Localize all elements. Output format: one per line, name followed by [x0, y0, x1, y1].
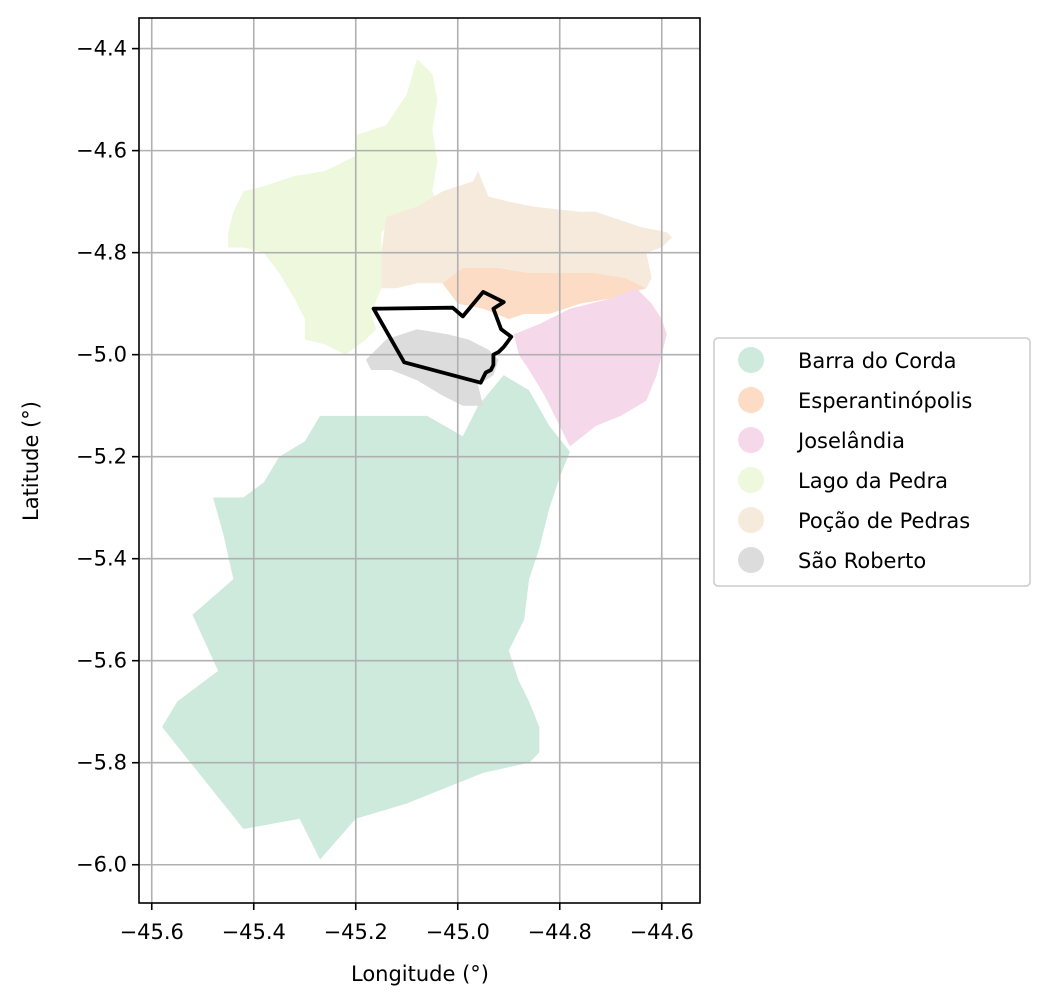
region-joselandia [513, 288, 667, 447]
y-tick-label: −6.0 [76, 853, 127, 877]
legend: Barra do Corda Esperantinópolis Joselândia… [713, 337, 1031, 587]
grid-layer [139, 18, 700, 903]
legend-marker-sao-roberto [738, 547, 764, 573]
x-tick-label: −45.0 [426, 920, 490, 944]
y-axis-ticks: −4.4 −4.6 −4.8 −5.0 −5.2 −5.4 −5.6 −5.8 −6.0 [76, 37, 139, 877]
y-tick-label: −5.0 [76, 343, 127, 367]
x-tick-label: −44.8 [528, 920, 592, 944]
legend-marker-esperantinopolis [738, 387, 764, 413]
y-tick-label: −4.8 [76, 241, 127, 265]
legend-label-barra-do-corda: Barra do Corda [798, 349, 957, 373]
legend-label-lago-da-pedra: Lago da Pedra [798, 469, 948, 493]
region-pocao-de-pedras [381, 171, 672, 289]
x-tick-label: −45.4 [222, 920, 286, 944]
regions-layer [162, 58, 672, 860]
y-tick-label: −5.6 [76, 649, 127, 673]
y-tick-label: −4.6 [76, 139, 127, 163]
legend-items: Barra do Corda Esperantinópolis Joselândia… [738, 347, 972, 573]
x-tick-label: −45.2 [324, 920, 388, 944]
y-tick-label: −5.4 [76, 547, 127, 571]
legend-marker-joselandia [738, 427, 764, 453]
x-axis-label: Longitude (°) [351, 962, 489, 986]
region-sao-roberto [365, 329, 499, 406]
y-tick-label: −4.4 [76, 37, 127, 61]
x-tick-label: −45.6 [120, 920, 184, 944]
y-tick-label: −5.2 [76, 445, 127, 469]
legend-frame [713, 337, 1031, 587]
legend-label-sao-roberto: São Roberto [798, 549, 926, 573]
y-axis-label: Latitude (°) [19, 401, 43, 521]
region-esperantinopolis [442, 267, 647, 319]
region-barra-do-corda [162, 375, 570, 860]
plot-frame [138, 17, 701, 904]
legend-label-joselandia: Joselândia [796, 429, 905, 453]
y-tick-label: −5.8 [76, 751, 127, 775]
legend-marker-barra-do-corda [738, 347, 764, 373]
region-lago-da-pedra [228, 58, 438, 355]
legend-label-pocao-de-pedras: Poção de Pedras [798, 509, 970, 533]
x-axis-ticks: −45.6 −45.4 −45.2 −45.0 −44.8 −44.6 [120, 903, 694, 944]
x-tick-label: −44.6 [630, 920, 694, 944]
outline-layer [371, 289, 514, 385]
study-area-outline [371, 289, 514, 385]
legend-label-esperantinopolis: Esperantinópolis [798, 389, 972, 413]
legend-marker-lago-da-pedra [738, 467, 764, 493]
legend-marker-pocao-de-pedras [738, 507, 764, 533]
